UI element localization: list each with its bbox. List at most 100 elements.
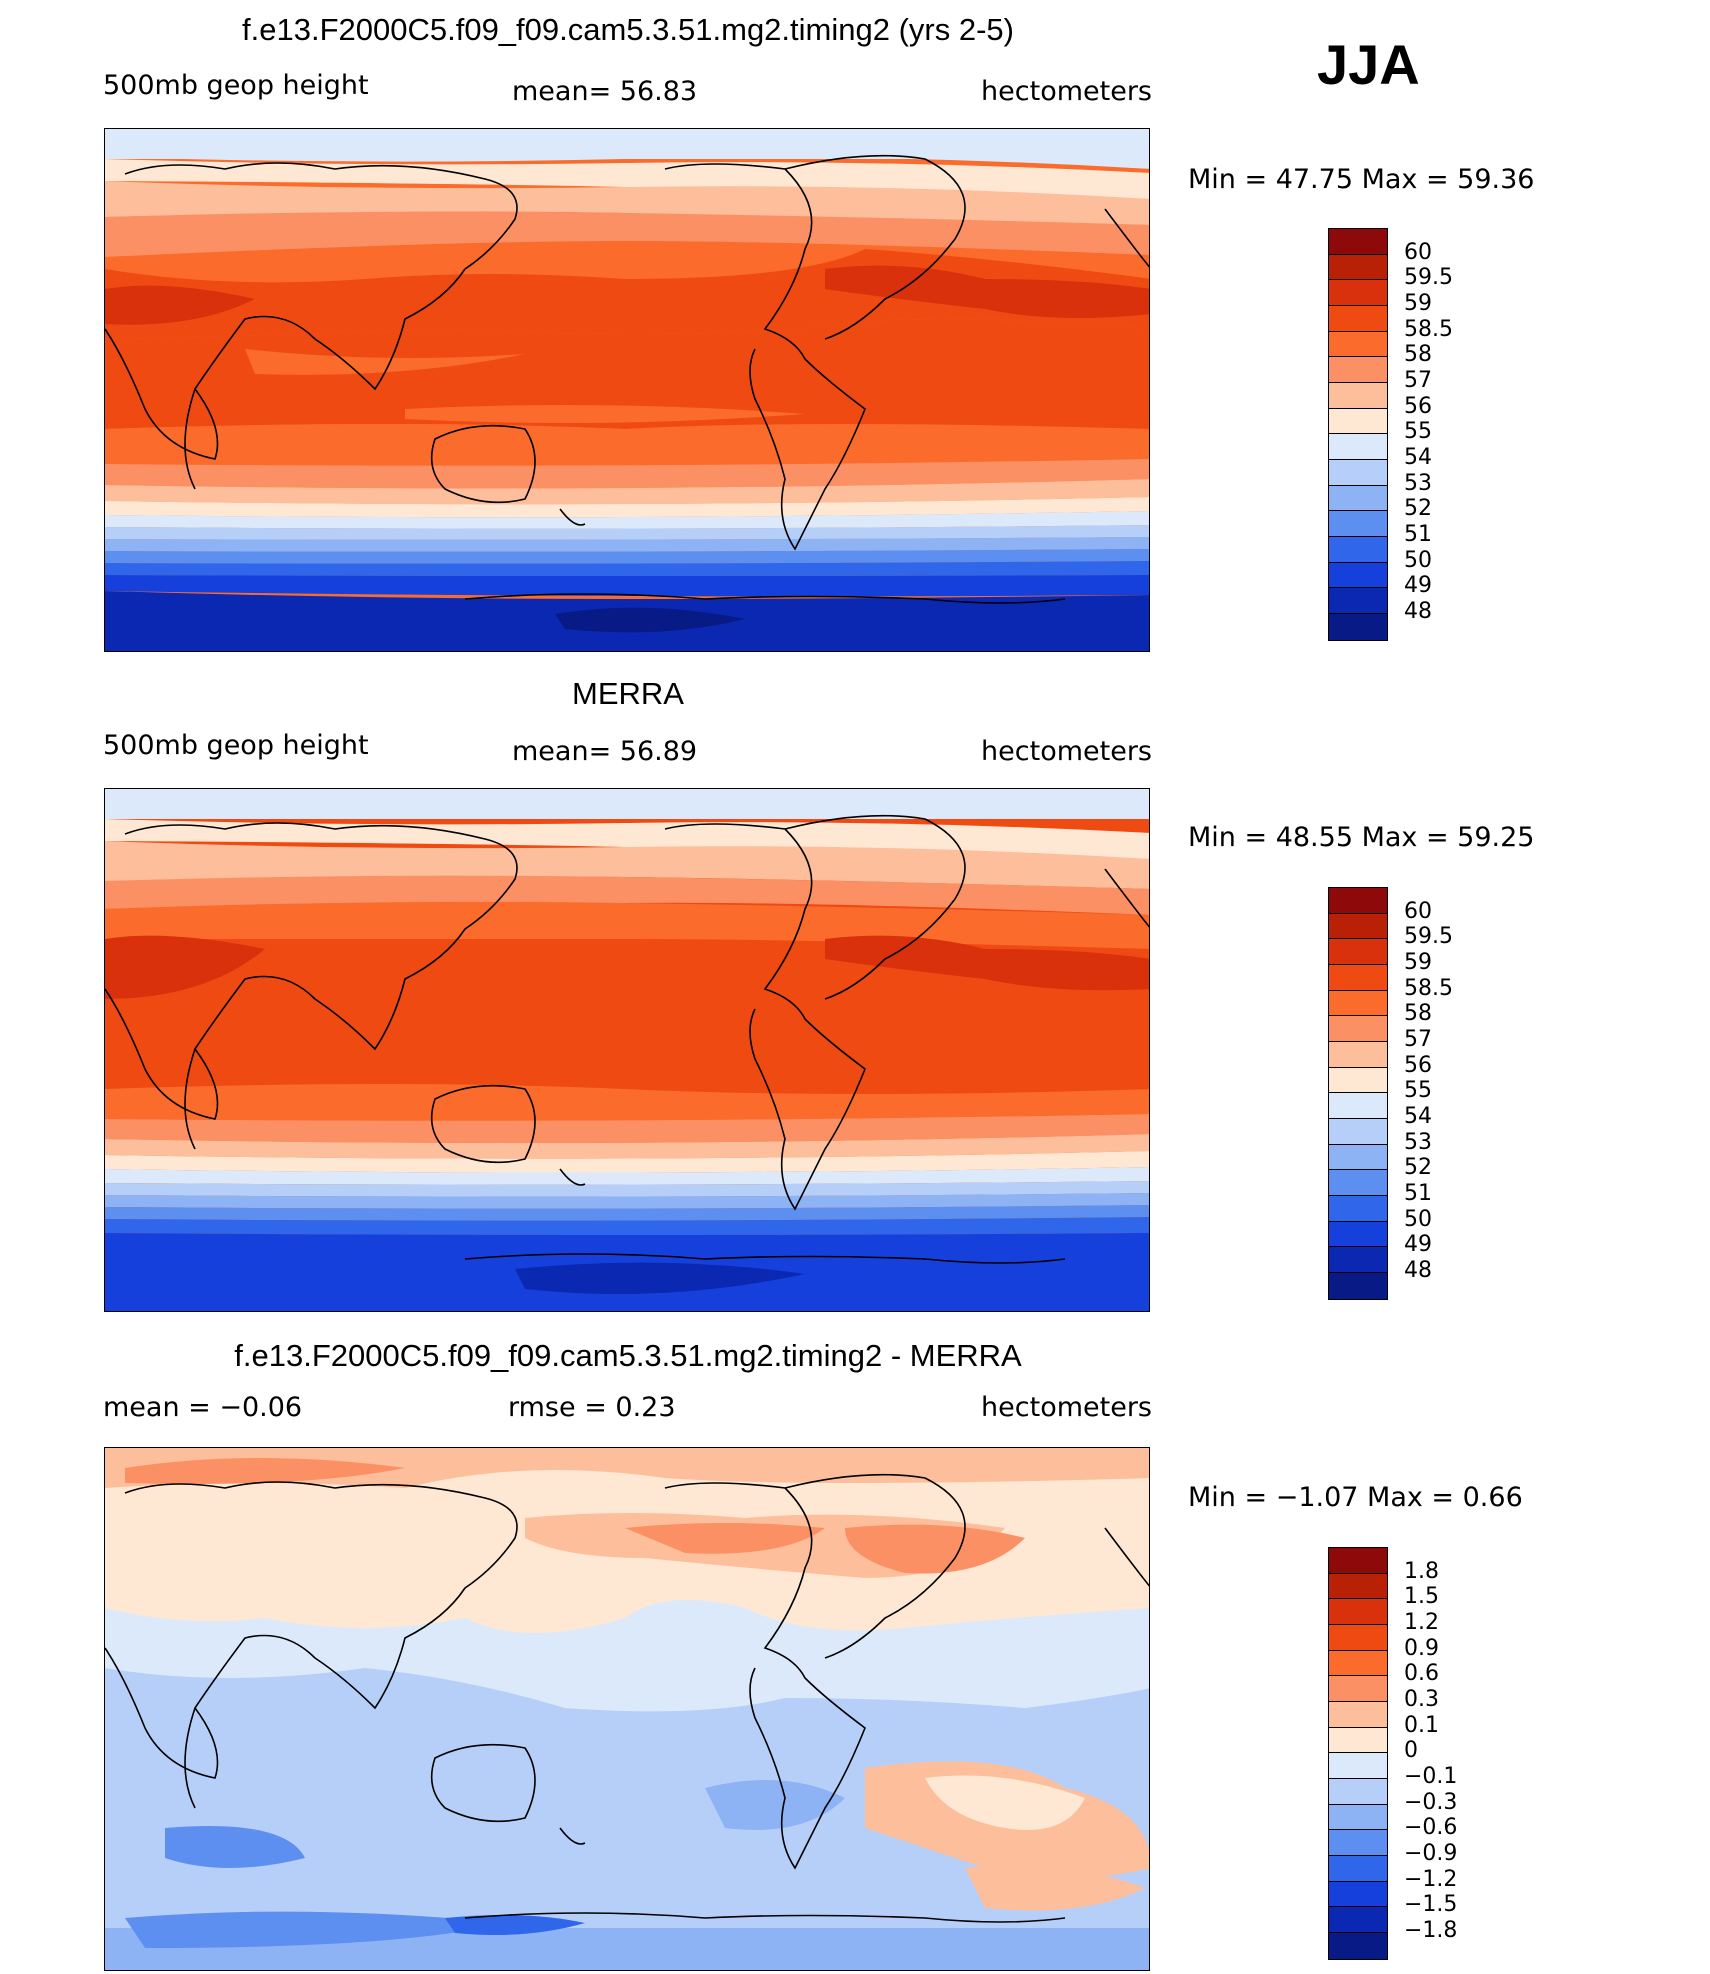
colorbar-level-label: 59 (1404, 949, 1432, 975)
colorbar-level-label: −1.2 (1404, 1866, 1458, 1892)
colorbar-level-label: 0 (1404, 1738, 1418, 1764)
colorbar-swatch (1329, 913, 1387, 940)
colorbar-level-label: −0.6 (1404, 1815, 1458, 1841)
panel-2-units: hectometers (981, 736, 1152, 767)
colorbar-level-label: −0.9 (1404, 1840, 1458, 1866)
colorbar-swatch (1329, 1624, 1387, 1651)
colorbar-level-label: 59.5 (1404, 924, 1453, 950)
colorbar-swatch (1329, 1701, 1387, 1728)
season-label: JJA (1317, 33, 1420, 96)
panel-3-map (104, 1447, 1150, 1971)
colorbar-swatch (1329, 305, 1387, 332)
panel-2-mean: mean= 56.89 (512, 736, 698, 767)
colorbar-level-label: 52 (1404, 1155, 1432, 1181)
colorbar-level-label: 1.5 (1404, 1584, 1439, 1610)
colorbar-level-label: 57 (1404, 367, 1432, 393)
colorbar-level-label: 48 (1404, 1257, 1432, 1283)
colorbar-level-label: 58 (1404, 342, 1432, 368)
colorbar-swatch (1329, 536, 1387, 563)
panel-2-contour-plot (105, 789, 1149, 1311)
colorbar-level-label: 0.3 (1404, 1686, 1439, 1712)
colorbar-swatch (1329, 229, 1387, 255)
colorbar-level-label: 59.5 (1404, 265, 1453, 291)
colorbar-level-label: −0.3 (1404, 1789, 1458, 1815)
colorbar-swatch (1329, 1548, 1387, 1574)
colorbar-swatch (1329, 1573, 1387, 1600)
panel-2-map (104, 788, 1150, 1312)
colorbar-level-label: 0.9 (1404, 1635, 1439, 1661)
panel-1-minmax: Min = 47.75 Max = 59.36 (1188, 164, 1535, 195)
colorbar-level-label: 49 (1404, 1232, 1432, 1258)
colorbar-level-label: 49 (1404, 573, 1432, 599)
panel-2-title: MERRA (572, 676, 684, 711)
panel-3-minmax: Min = −1.07 Max = 0.66 (1188, 1482, 1523, 1513)
colorbar-level-label: 54 (1404, 444, 1432, 470)
colorbar-swatch (1329, 1855, 1387, 1882)
colorbar-level-label: 57 (1404, 1026, 1432, 1052)
panel-1-variable-label: 500mb geop height (103, 70, 369, 101)
colorbar-swatch (1329, 1907, 1387, 1933)
colorbar-swatch (1329, 1016, 1387, 1042)
colorbar-level-label: 0.1 (1404, 1712, 1439, 1738)
colorbar-swatch (1329, 990, 1387, 1017)
colorbar-swatch (1329, 254, 1387, 281)
colorbar-level-label: 1.8 (1404, 1558, 1439, 1584)
colorbar-level-label: 0.6 (1404, 1661, 1439, 1687)
colorbar-swatch (1329, 1727, 1387, 1754)
colorbar-swatch (1329, 1778, 1387, 1805)
colorbar-level-label: −1.8 (1404, 1917, 1458, 1943)
panel-3-colorbar (1328, 1547, 1388, 1960)
colorbar-level-label: 58.5 (1404, 316, 1453, 342)
colorbar-swatch (1329, 357, 1387, 383)
colorbar-swatch (1329, 1804, 1387, 1831)
colorbar-level-label: 59 (1404, 290, 1432, 316)
colorbar-swatch (1329, 613, 1387, 640)
colorbar-level-label: 60 (1404, 239, 1432, 265)
colorbar-level-label: 1.2 (1404, 1609, 1439, 1635)
panel-3-units: hectometers (981, 1392, 1152, 1423)
panel-1-contour-plot (105, 129, 1149, 651)
panel-2-colorbar (1328, 887, 1388, 1300)
colorbar-swatch (1329, 562, 1387, 589)
colorbar-swatch (1329, 1676, 1387, 1702)
colorbar-swatch (1329, 1067, 1387, 1094)
colorbar-swatch (1329, 1093, 1387, 1119)
panel-1-colorbar (1328, 228, 1388, 641)
colorbar-level-label: 48 (1404, 598, 1432, 624)
colorbar-swatch (1329, 1881, 1387, 1908)
colorbar-level-label: 58 (1404, 1001, 1432, 1027)
panel-3-title: f.e13.F2000C5.f09_f09.cam5.3.51.mg2.timi… (234, 1338, 1022, 1373)
colorbar-swatch (1329, 1144, 1387, 1171)
colorbar-swatch (1329, 1932, 1387, 1959)
colorbar-swatch (1329, 1830, 1387, 1856)
colorbar-level-label: 53 (1404, 1129, 1432, 1155)
colorbar-swatch (1329, 1041, 1387, 1068)
colorbar-swatch (1329, 485, 1387, 512)
colorbar-level-label: 56 (1404, 1052, 1432, 1078)
colorbar-level-label: 56 (1404, 393, 1432, 419)
panel-1-title: f.e13.F2000C5.f09_f09.cam5.3.51.mg2.timi… (242, 12, 1014, 47)
colorbar-swatch (1329, 1272, 1387, 1299)
colorbar-level-label: 55 (1404, 419, 1432, 445)
colorbar-swatch (1329, 434, 1387, 460)
colorbar-level-label: 53 (1404, 470, 1432, 496)
panel-3-contour-plot (105, 1448, 1149, 1970)
panel-1-mean: mean= 56.83 (512, 76, 698, 107)
colorbar-swatch (1329, 964, 1387, 991)
colorbar-level-label: 60 (1404, 898, 1432, 924)
colorbar-swatch (1329, 1753, 1387, 1779)
colorbar-swatch (1329, 1650, 1387, 1677)
colorbar-swatch (1329, 1247, 1387, 1273)
colorbar-level-label: −1.5 (1404, 1892, 1458, 1918)
colorbar-swatch (1329, 382, 1387, 409)
colorbar-swatch (1329, 1118, 1387, 1145)
colorbar-swatch (1329, 408, 1387, 435)
panel-1-units: hectometers (981, 76, 1152, 107)
colorbar-swatch (1329, 1599, 1387, 1625)
colorbar-swatch (1329, 939, 1387, 965)
colorbar-swatch (1329, 280, 1387, 306)
colorbar-swatch (1329, 1195, 1387, 1222)
colorbar-swatch (1329, 511, 1387, 537)
panel-2-variable-label: 500mb geop height (103, 730, 369, 761)
panel-3-rmse: rmse = 0.23 (508, 1392, 676, 1423)
